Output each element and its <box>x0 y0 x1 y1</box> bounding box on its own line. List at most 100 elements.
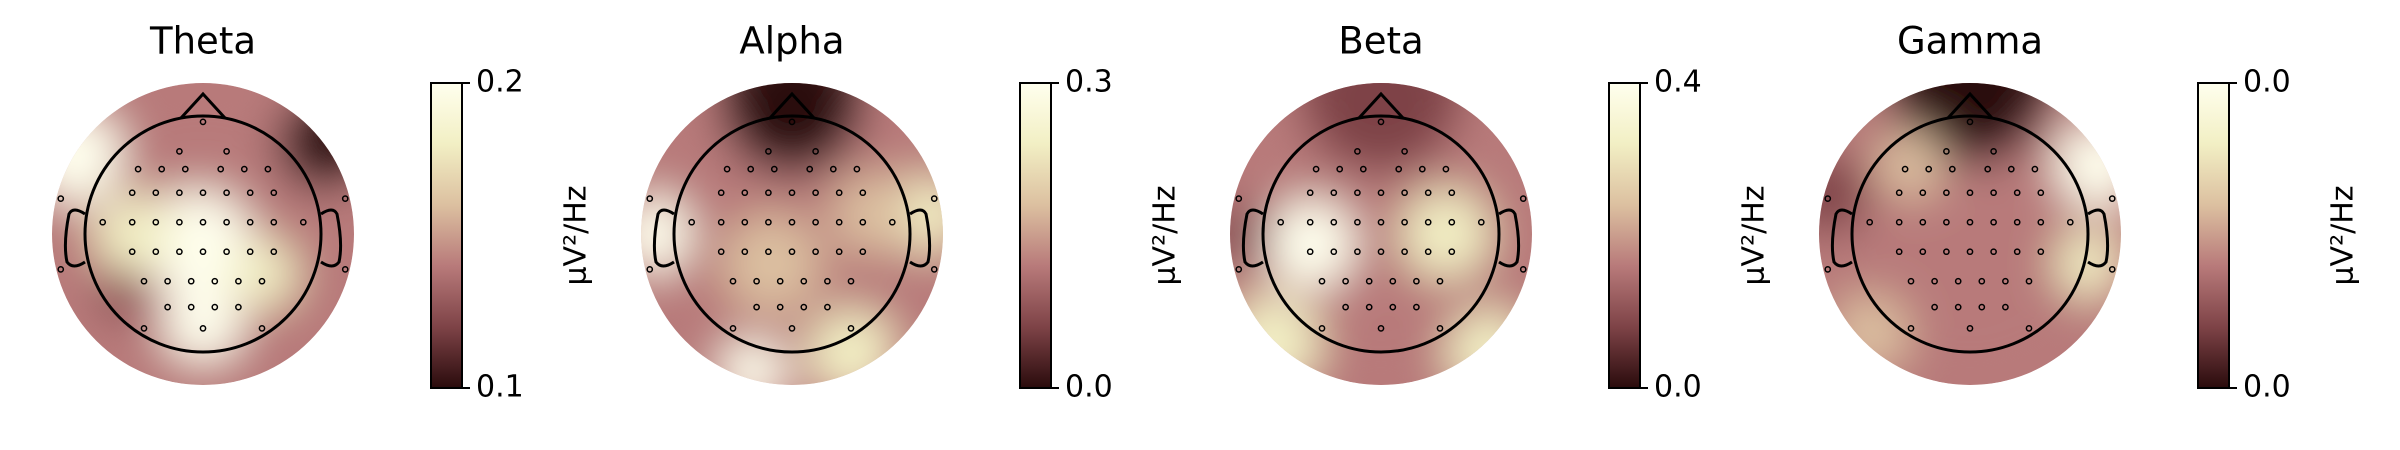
sensor <box>1943 218 1950 226</box>
sensor <box>1895 248 1903 256</box>
sensor <box>223 148 230 155</box>
sensor <box>824 277 831 285</box>
sensor <box>1907 325 1915 332</box>
sensor <box>1966 118 1974 126</box>
colorbar-label: µV²/Hz <box>559 185 594 285</box>
sensor <box>1990 189 1997 197</box>
sensor <box>776 277 784 285</box>
topomap <box>1230 83 1532 385</box>
sensor <box>152 218 160 226</box>
sensor <box>223 189 230 197</box>
head-outline <box>672 114 912 354</box>
sensor <box>235 303 242 311</box>
sensor <box>788 325 796 332</box>
sensor <box>717 248 725 256</box>
sensor <box>1925 165 1933 173</box>
sensor <box>199 325 207 332</box>
sensor <box>2025 325 2033 332</box>
sensor <box>1943 189 1950 197</box>
sensor <box>1907 277 1915 285</box>
colorbar-tick-label: 0.4 <box>1654 65 1702 100</box>
sensor <box>152 189 160 197</box>
sensor <box>753 277 760 285</box>
sensor <box>788 189 796 197</box>
sensor <box>1277 218 1285 226</box>
sensor <box>128 248 136 256</box>
sensor <box>2037 248 2045 256</box>
sensor <box>1919 218 1927 226</box>
sensor <box>246 248 254 256</box>
sensor <box>888 218 896 226</box>
sensor <box>134 165 142 173</box>
sensor <box>1377 189 1385 197</box>
nose <box>768 91 816 120</box>
sensor <box>1377 325 1385 332</box>
sensor <box>1418 165 1426 173</box>
sensor <box>646 195 654 202</box>
sensor <box>1342 303 1349 311</box>
sensor <box>176 189 183 197</box>
colorbar-tick-label: 0.0 <box>2243 65 2291 100</box>
sensor <box>211 303 219 311</box>
sensor <box>829 165 837 173</box>
sensor <box>776 303 784 311</box>
colorbar-tick-label: 0.2 <box>476 65 524 100</box>
head-outline <box>83 114 323 354</box>
sensor <box>235 277 242 285</box>
sensor <box>1389 303 1397 311</box>
sensor <box>788 118 796 126</box>
sensor <box>1978 277 1986 285</box>
sensor <box>128 218 136 226</box>
sensor <box>1966 248 1974 256</box>
sensor <box>2002 277 2009 285</box>
sensor <box>1330 248 1338 256</box>
sensor <box>240 165 248 173</box>
colorbar <box>1019 82 1052 389</box>
colorbar-tick-label: 0.0 <box>2243 370 2291 405</box>
sensor <box>1448 189 1456 197</box>
sensor <box>1901 165 1909 173</box>
sensor <box>128 189 136 197</box>
sensor <box>1943 148 1950 155</box>
sensor <box>1330 189 1338 197</box>
sensor <box>1395 165 1403 173</box>
sensor <box>1401 248 1408 256</box>
sensor <box>765 148 772 155</box>
colorbar-tick-label: 0.1 <box>476 370 524 405</box>
sensor <box>930 266 938 273</box>
sensor <box>264 165 272 173</box>
sensor <box>1931 277 1938 285</box>
sensor <box>930 195 938 202</box>
sensor <box>176 218 183 226</box>
sensor <box>164 277 171 285</box>
sensor <box>1365 277 1373 285</box>
sensor <box>770 165 778 173</box>
ear <box>652 208 675 268</box>
sensor <box>341 266 349 273</box>
sensor <box>270 189 278 197</box>
sensor <box>847 277 855 285</box>
sensor <box>1330 218 1338 226</box>
sensor <box>199 189 207 197</box>
sensor <box>223 218 230 226</box>
sensor <box>1436 277 1444 285</box>
sensor <box>199 248 207 256</box>
sensor <box>1354 248 1361 256</box>
sensor <box>2013 248 2021 256</box>
sensor <box>717 189 725 197</box>
sensor <box>1954 303 1962 311</box>
sensor <box>835 218 843 226</box>
nose <box>1357 91 1405 120</box>
ear <box>1241 208 1264 268</box>
sensor <box>1895 189 1903 197</box>
sensor <box>765 248 772 256</box>
ear <box>320 208 343 268</box>
sensor <box>2108 266 2116 273</box>
sensor <box>341 195 349 202</box>
sensor <box>1519 266 1527 273</box>
sensor <box>1401 148 1408 155</box>
sensor <box>1342 277 1349 285</box>
sensor <box>1448 248 1456 256</box>
sensor <box>1365 303 1373 311</box>
sensor <box>1306 189 1314 197</box>
